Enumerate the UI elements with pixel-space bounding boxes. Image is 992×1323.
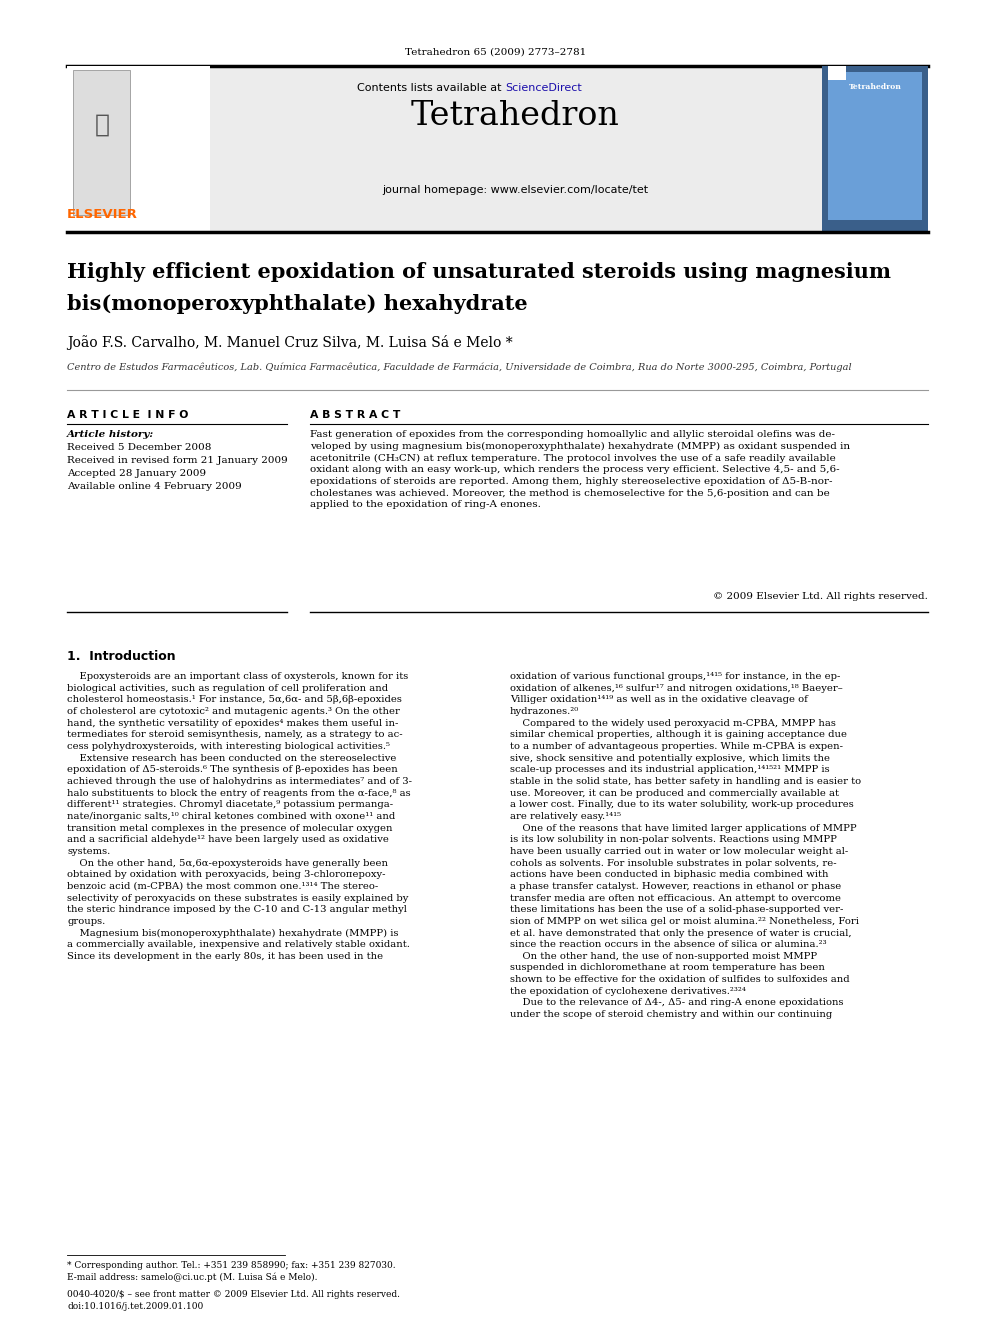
Text: 1.  Introduction: 1. Introduction xyxy=(67,650,176,663)
Text: oxidation of various functional groups,¹⁴¹⁵ for instance, in the ep-
oxidation o: oxidation of various functional groups,¹… xyxy=(510,672,861,1019)
Text: doi:10.1016/j.tet.2009.01.100: doi:10.1016/j.tet.2009.01.100 xyxy=(67,1302,203,1311)
Text: Contents lists available at: Contents lists available at xyxy=(357,83,505,93)
Text: Tetrahedron: Tetrahedron xyxy=(411,101,619,132)
Text: Fast generation of epoxides from the corresponding homoallylic and allylic stero: Fast generation of epoxides from the cor… xyxy=(310,430,850,509)
Text: Article history:: Article history: xyxy=(67,430,154,439)
Text: * Corresponding author. Tel.: +351 239 858990; fax: +351 239 827030.: * Corresponding author. Tel.: +351 239 8… xyxy=(67,1261,396,1270)
Text: bis(monoperoxyphthalate) hexahydrate: bis(monoperoxyphthalate) hexahydrate xyxy=(67,294,528,314)
Text: © 2009 Elsevier Ltd. All rights reserved.: © 2009 Elsevier Ltd. All rights reserved… xyxy=(713,591,928,601)
Bar xyxy=(67,66,210,232)
Text: journal homepage: www.elsevier.com/locate/tet: journal homepage: www.elsevier.com/locat… xyxy=(382,185,648,194)
Bar xyxy=(828,66,846,79)
Text: 🌳: 🌳 xyxy=(94,112,109,138)
Bar xyxy=(67,66,928,232)
Text: ELSEVIER: ELSEVIER xyxy=(66,208,138,221)
Text: A B S T R A C T: A B S T R A C T xyxy=(310,410,401,419)
Text: ScienceDirect: ScienceDirect xyxy=(505,83,581,93)
Text: Received 5 December 2008: Received 5 December 2008 xyxy=(67,443,211,452)
Text: João F.S. Carvalho, M. Manuel Cruz Silva, M. Luisa Sá e Melo *: João F.S. Carvalho, M. Manuel Cruz Silva… xyxy=(67,335,513,351)
Text: Highly efficient epoxidation of unsaturated steroids using magnesium: Highly efficient epoxidation of unsatura… xyxy=(67,262,891,282)
Text: Accepted 28 January 2009: Accepted 28 January 2009 xyxy=(67,468,206,478)
Text: Received in revised form 21 January 2009: Received in revised form 21 January 2009 xyxy=(67,456,288,464)
Text: Tetrahedron 65 (2009) 2773–2781: Tetrahedron 65 (2009) 2773–2781 xyxy=(406,48,586,57)
Text: E-mail address: samelo@ci.uc.pt (M. Luisa Sá e Melo).: E-mail address: samelo@ci.uc.pt (M. Luis… xyxy=(67,1273,317,1282)
Text: Available online 4 February 2009: Available online 4 February 2009 xyxy=(67,482,242,491)
Bar xyxy=(822,66,928,232)
Text: 0040-4020/$ – see front matter © 2009 Elsevier Ltd. All rights reserved.: 0040-4020/$ – see front matter © 2009 El… xyxy=(67,1290,400,1299)
Bar xyxy=(828,71,922,220)
Text: Centro de Estudos Farmacêuticos, Lab. Química Farmacêutica, Faculdade de Farmáci: Centro de Estudos Farmacêuticos, Lab. Qu… xyxy=(67,363,851,373)
Bar xyxy=(73,70,130,216)
Text: Epoxysteroids are an important class of oxysterols, known for its
biological act: Epoxysteroids are an important class of … xyxy=(67,672,412,960)
Text: Tetrahedron: Tetrahedron xyxy=(848,83,902,91)
Text: A R T I C L E  I N F O: A R T I C L E I N F O xyxy=(67,410,188,419)
